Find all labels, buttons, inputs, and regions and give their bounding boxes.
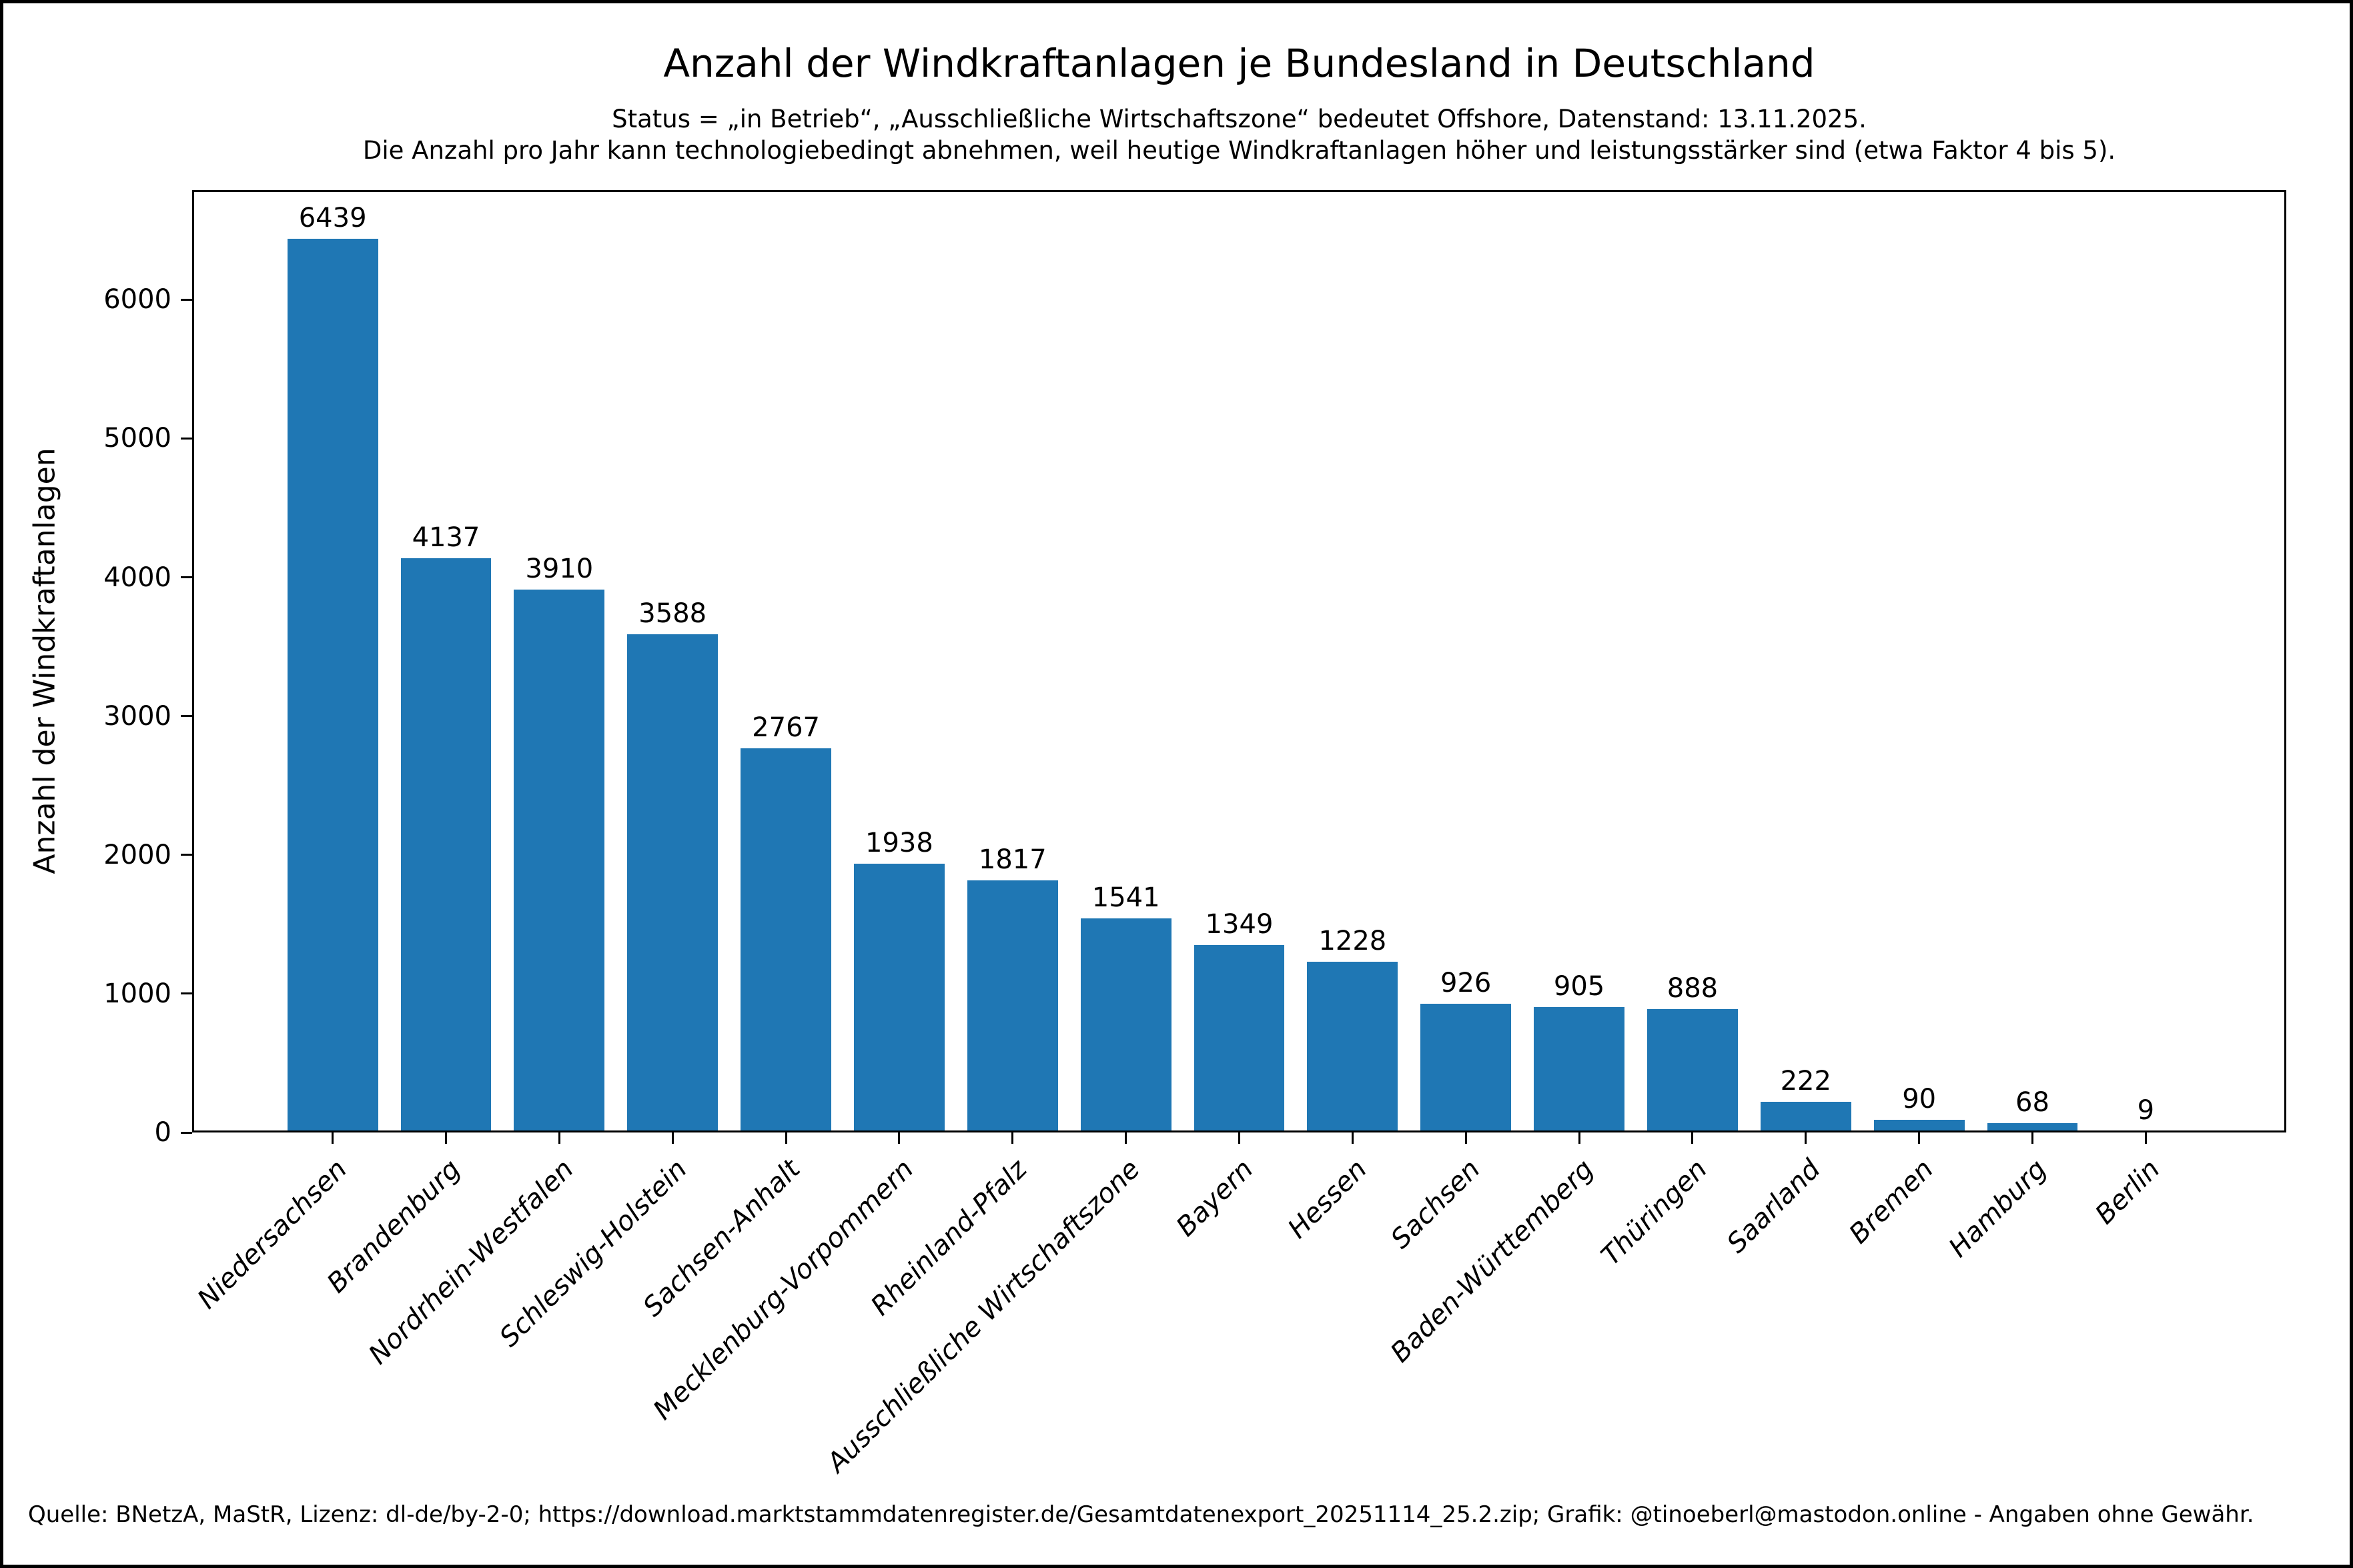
x-tick-mark xyxy=(1011,1132,1014,1144)
x-tick-label: Hessen xyxy=(1282,1154,1373,1245)
y-tick-mark xyxy=(181,1131,192,1134)
y-tick-mark xyxy=(181,715,192,718)
y-tick-label: 0 xyxy=(154,1117,171,1148)
bar-value-label: 68 xyxy=(2015,1086,2049,1118)
bar xyxy=(1987,1122,2078,1132)
chart-subtitle-line-1: Status = „in Betrieb“, „Ausschließliche … xyxy=(612,105,1867,133)
bar xyxy=(1420,1004,1512,1132)
bar-value-label: 222 xyxy=(1780,1065,1831,1096)
y-tick-label: 4000 xyxy=(103,562,171,593)
bar-value-label: 1541 xyxy=(1091,882,1160,914)
bar-value-label: 1228 xyxy=(1318,926,1387,957)
x-tick-label: Schleswig-Holstein xyxy=(494,1154,693,1353)
x-tick-mark xyxy=(1238,1132,1240,1144)
x-tick-label: Saarland xyxy=(1721,1154,1827,1259)
y-tick-label: 1000 xyxy=(103,978,171,1009)
x-tick-mark xyxy=(1691,1132,1694,1144)
bar-value-label: 2767 xyxy=(752,712,820,744)
x-tick-mark xyxy=(785,1132,787,1144)
x-tick-mark xyxy=(898,1132,901,1144)
bar-value-label: 6439 xyxy=(298,203,367,234)
y-tick-label: 6000 xyxy=(103,284,171,315)
bar-value-label: 3588 xyxy=(638,598,707,630)
bar-value-label: 1817 xyxy=(978,844,1047,875)
x-tick-mark xyxy=(1125,1132,1127,1144)
chart-subtitle: Status = „in Betrieb“, „Ausschließliche … xyxy=(192,103,2286,166)
chart-subtitle-line-2: Die Anzahl pro Jahr kann technologiebedi… xyxy=(362,136,2116,165)
bar-value-label: 4137 xyxy=(412,522,480,554)
bar-value-label: 90 xyxy=(1902,1084,1937,1115)
bar xyxy=(1534,1006,1624,1132)
x-tick-mark xyxy=(1578,1132,1580,1144)
x-tick-label: Baden-Württemberg xyxy=(1384,1154,1600,1369)
bar xyxy=(627,634,719,1132)
bar xyxy=(1194,945,1285,1132)
bar-value-label: 9 xyxy=(2137,1095,2155,1126)
bar xyxy=(967,880,1058,1132)
bar-value-label: 888 xyxy=(1667,973,1719,1004)
y-tick-label: 3000 xyxy=(103,700,171,732)
bar-value-label: 905 xyxy=(1553,970,1605,1002)
bar xyxy=(287,239,378,1132)
x-tick-label: Nordrhein-Westfalen xyxy=(363,1154,580,1371)
bar-value-label: 1349 xyxy=(1205,909,1274,940)
bar xyxy=(1646,1009,1738,1132)
y-tick-mark xyxy=(181,576,192,579)
x-tick-mark xyxy=(444,1132,447,1144)
x-tick-mark xyxy=(1918,1132,1921,1144)
y-tick-label: 5000 xyxy=(103,423,171,454)
y-axis-label: Anzahl der Windkraftanlagen xyxy=(27,448,62,874)
x-tick-label: Bremen xyxy=(1843,1154,1940,1250)
bar xyxy=(514,590,605,1132)
x-tick-mark xyxy=(1464,1132,1467,1144)
bar xyxy=(741,748,831,1132)
x-tick-label: Berlin xyxy=(2089,1154,2166,1231)
x-tick-mark xyxy=(2031,1132,2033,1144)
x-tick-mark xyxy=(671,1132,674,1144)
x-tick-mark xyxy=(1351,1132,1354,1144)
bar xyxy=(1080,918,1171,1132)
x-tick-label: Hamburg xyxy=(1943,1154,2053,1264)
x-tick-mark xyxy=(558,1132,560,1144)
bar-value-label: 926 xyxy=(1440,968,1492,999)
bar-value-label: 1938 xyxy=(865,827,933,858)
x-tick-mark xyxy=(332,1132,334,1144)
x-tick-mark xyxy=(2144,1132,2147,1144)
source-note: Quelle: BNetzA, MaStR, Lizenz: dl-de/by-… xyxy=(28,1501,2254,1528)
chart-title: Anzahl der Windkraftanlagen je Bundeslan… xyxy=(663,41,1815,86)
bar xyxy=(400,558,492,1132)
y-tick-mark xyxy=(181,298,192,301)
x-tick-mark xyxy=(1805,1132,1807,1144)
bar-value-label: 3910 xyxy=(525,554,594,585)
bar xyxy=(1760,1101,1851,1132)
y-tick-mark xyxy=(181,437,192,440)
x-tick-label: Sachsen xyxy=(1385,1154,1486,1255)
x-tick-label: Thüringen xyxy=(1595,1154,1713,1272)
y-tick-label: 2000 xyxy=(103,839,171,870)
x-tick-label: Bayern xyxy=(1171,1154,1260,1243)
bar xyxy=(853,863,945,1132)
x-tick-label: Niedersachsen xyxy=(191,1154,354,1315)
y-tick-mark xyxy=(181,992,192,995)
bar xyxy=(1307,962,1398,1132)
bar xyxy=(1873,1120,1965,1132)
y-tick-mark xyxy=(181,854,192,856)
